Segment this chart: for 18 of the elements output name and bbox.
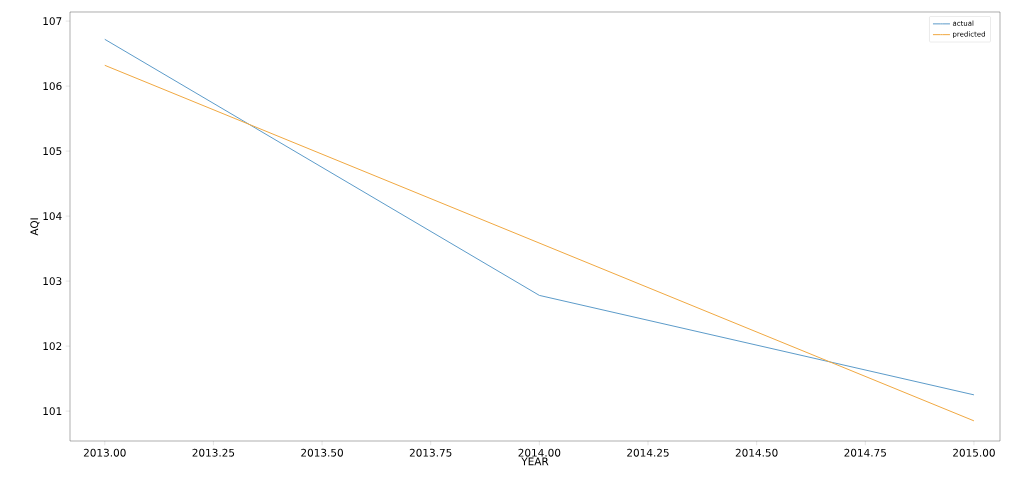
x-tick-label: 2014.75	[844, 448, 886, 457]
x-tick-label: 2014.00	[518, 448, 561, 457]
x-axis-title: YEAR	[521, 457, 549, 466]
y-axis-title: AQI	[30, 218, 40, 236]
y-tick-label: 102	[43, 342, 62, 351]
x-tick-label: 2014.25	[627, 448, 669, 457]
y-tick-label: 104	[43, 212, 62, 221]
x-tick-label: 2014.50	[735, 448, 778, 457]
y-tick-label: 101	[43, 407, 62, 416]
y-tick-label: 103	[43, 277, 62, 286]
x-tick-label: 2013.50	[301, 448, 343, 457]
x-tick-label: 2013.25	[192, 448, 235, 457]
y-tick-label: 107	[43, 17, 62, 26]
x-tick-label: 2013.75	[409, 448, 452, 457]
y-tick-label: 105	[43, 147, 62, 156]
x-tick-label: 2013.00	[83, 448, 126, 457]
x-tick-label: 2015.00	[953, 448, 995, 457]
y-tick-label: 106	[43, 82, 62, 91]
